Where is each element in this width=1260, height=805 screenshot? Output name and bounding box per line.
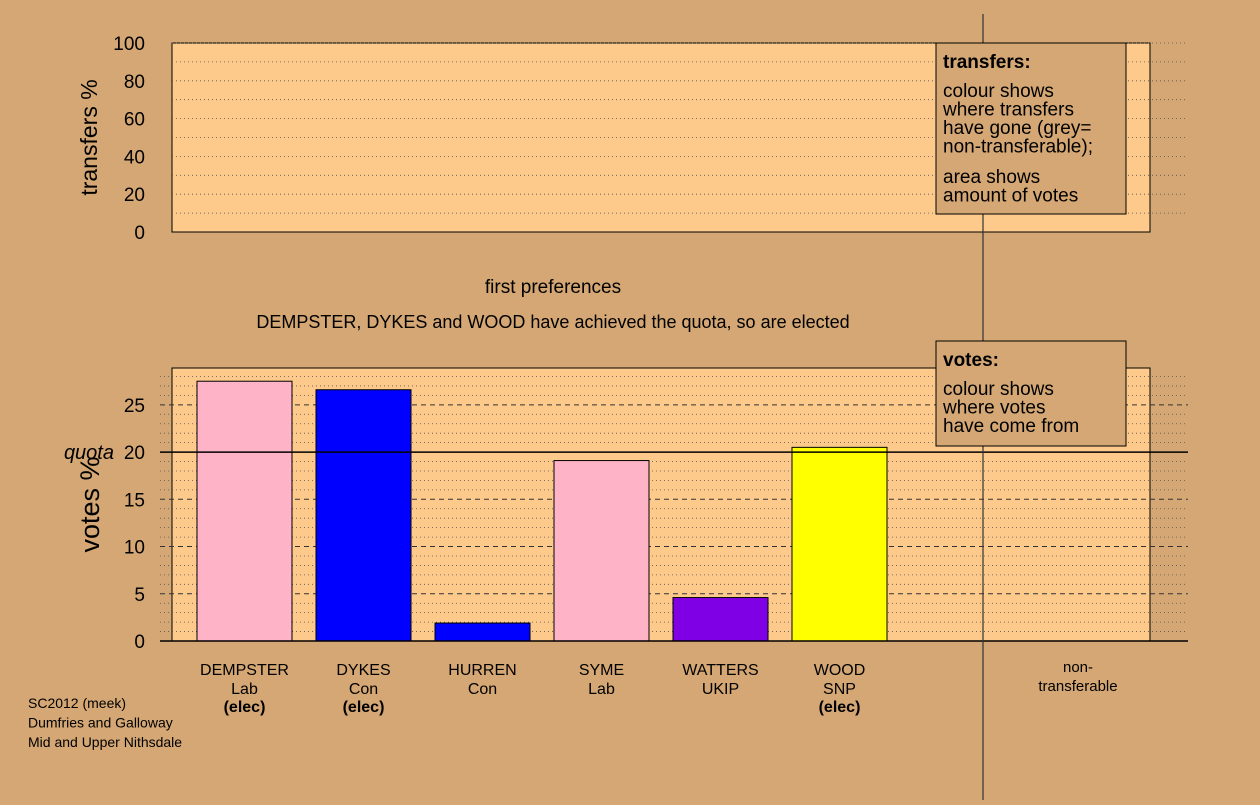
transfers-y-tick-label: 20	[124, 185, 145, 206]
bar-dempster	[196, 380, 293, 642]
transfers-y-tick-label: 0	[134, 223, 145, 244]
transfers-y-tick-label: 100	[113, 34, 145, 55]
transfers-y-tick-label: 80	[124, 72, 145, 93]
candidate-name-label: HURREN	[448, 662, 516, 679]
candidate-party-label: UKIP	[702, 681, 739, 698]
votes-legend-text: colour shows	[943, 379, 1054, 400]
candidate-name-label: DEMPSTER	[200, 662, 289, 679]
bar-syme	[553, 460, 650, 642]
votes-legend-title: votes:	[943, 350, 999, 371]
votes-legend-box	[935, 340, 1127, 447]
non-transferable-label: transferable	[1038, 678, 1117, 695]
transfers-y-tick-label: 40	[124, 147, 145, 168]
footer-line: Mid and Upper Nithsdale	[28, 734, 182, 750]
votes-y-tick-label: 0	[134, 632, 145, 653]
candidate-elected-label: (elec)	[819, 699, 861, 716]
candidate-elected-label: (elec)	[224, 699, 266, 716]
votes-legend-text: have come from	[943, 416, 1079, 437]
candidate-party-label: SNP	[823, 681, 856, 698]
votes-y-tick-label: 15	[124, 490, 145, 511]
candidate-name-label: DYKES	[336, 662, 390, 679]
transfers-legend-box	[935, 42, 1127, 215]
candidate-party-label: Lab	[588, 681, 615, 698]
candidate-party-label: Con	[349, 681, 378, 698]
bar-dykes	[315, 389, 412, 642]
bar-watters	[672, 597, 769, 642]
candidate-party-label: Con	[468, 681, 497, 698]
candidate-name-label: SYME	[579, 662, 624, 679]
candidate-name-label: WATTERS	[682, 662, 758, 679]
stage-title: first preferences	[485, 277, 621, 298]
transfers-legend-text: non-transferable);	[943, 137, 1093, 158]
transfers-legend-text: amount of votes	[943, 186, 1078, 207]
transfers-legend-text: have gone (grey=	[943, 118, 1091, 139]
votes-y-tick-label: 25	[124, 396, 145, 417]
footer-line: Dumfries and Galloway	[28, 715, 173, 731]
transfers-legend-text: area shows	[943, 167, 1040, 188]
votes-y-tick-label: 20	[124, 443, 145, 464]
candidate-name-label: WOOD	[814, 662, 866, 679]
transfers-y-axis-label: transfers %	[76, 79, 102, 195]
transfers-y-tick-label: 60	[124, 110, 145, 131]
bar-wood	[791, 446, 888, 642]
votes-y-tick-label: 10	[124, 538, 145, 559]
bar-hurren	[434, 622, 531, 642]
transfers-legend-text: where transfers	[942, 100, 1074, 121]
votes-y-tick-label: 5	[134, 585, 145, 606]
votes-legend-text: where votes	[942, 398, 1045, 419]
transfers-legend-text: colour shows	[943, 81, 1054, 102]
footer-line: SC2012 (meek)	[28, 695, 126, 711]
candidate-party-label: Lab	[231, 681, 258, 698]
transfers-legend-title: transfers:	[943, 52, 1031, 73]
quota-label: quota	[64, 442, 114, 464]
votes-y-axis-label: votes %	[75, 456, 105, 552]
candidate-elected-label: (elec)	[343, 699, 385, 716]
stage-note: DEMPSTER, DYKES and WOOD have achieved t…	[256, 312, 849, 332]
non-transferable-label: non-	[1063, 659, 1093, 676]
